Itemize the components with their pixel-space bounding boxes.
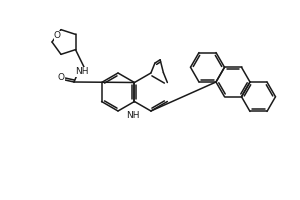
Text: O: O	[58, 73, 64, 82]
Text: NH: NH	[75, 68, 89, 76]
Text: NH: NH	[126, 110, 139, 119]
Text: O: O	[54, 31, 61, 40]
